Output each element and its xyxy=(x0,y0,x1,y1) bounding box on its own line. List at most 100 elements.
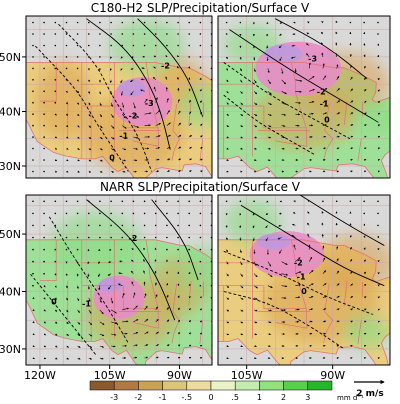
slp-contour xyxy=(229,29,379,123)
wind-vector xyxy=(188,44,190,47)
wind-vector xyxy=(377,308,381,311)
wind-vector xyxy=(88,148,92,151)
wind-vector xyxy=(132,200,135,203)
wind-vector xyxy=(66,357,70,360)
wind-vector xyxy=(377,212,379,215)
wind-vector xyxy=(32,44,34,47)
wind-vector xyxy=(188,236,190,239)
wind-vector xyxy=(155,123,161,126)
wind-vector xyxy=(99,159,103,162)
wind-vector xyxy=(336,124,340,127)
title-top: C180-H2 SLP/Precipitation/Surface V xyxy=(90,1,310,15)
wind-vector xyxy=(132,33,135,35)
wind-vector xyxy=(77,297,80,302)
wind-vector xyxy=(32,272,34,275)
wind-vector xyxy=(97,261,101,264)
lon-tick-label: 120W xyxy=(24,369,56,382)
state-border xyxy=(343,281,348,306)
wind-vector xyxy=(281,68,284,74)
wind-vector xyxy=(177,212,179,215)
wind-vector xyxy=(177,271,180,274)
wind-vector xyxy=(177,134,182,138)
state-border xyxy=(199,138,204,162)
wind-vector xyxy=(377,284,380,287)
wind-vector xyxy=(309,320,313,323)
wind-vector xyxy=(177,319,181,323)
wind-vector xyxy=(99,357,104,360)
wind-vector xyxy=(225,33,228,35)
wind-vector xyxy=(267,91,272,95)
wind-vector xyxy=(200,147,203,150)
wind-vector xyxy=(88,200,90,203)
wind-vector xyxy=(377,259,380,263)
wind-vector xyxy=(295,257,301,262)
panel-frame xyxy=(25,15,213,179)
wind-vector xyxy=(110,44,112,47)
wind-vector xyxy=(188,248,190,251)
wind-vector xyxy=(349,246,352,250)
wind-vector xyxy=(99,125,103,129)
wind-vector xyxy=(43,21,45,24)
wind-vector xyxy=(155,146,161,150)
wind-vector xyxy=(267,273,273,278)
wind-vector xyxy=(111,345,116,348)
colorbar-tick-label: 0 xyxy=(208,393,213,402)
wind-vector xyxy=(321,52,324,57)
wind-vector xyxy=(43,124,45,127)
wind-vector xyxy=(54,101,57,104)
wind-vector xyxy=(177,236,179,239)
wind-vector xyxy=(377,158,381,162)
contour-label: -2 xyxy=(161,62,170,71)
wind-vector xyxy=(307,200,310,203)
wind-vector xyxy=(144,318,149,323)
wind-vector xyxy=(43,260,45,263)
lat-tick-label: 50N xyxy=(0,228,21,241)
wind-vector xyxy=(200,111,203,115)
wind-vector xyxy=(76,224,79,227)
wind-vector xyxy=(143,224,146,227)
colorbar-tick-label: -3 xyxy=(110,393,118,402)
wind-vector xyxy=(295,283,301,287)
wind-vector xyxy=(363,235,366,238)
wind-vector xyxy=(177,122,181,126)
wind-vector xyxy=(99,148,103,151)
wind-vector xyxy=(54,67,57,70)
wind-vector xyxy=(122,159,126,162)
wind-vector xyxy=(240,91,243,94)
wind-vector xyxy=(278,45,282,49)
wind-vector xyxy=(199,88,202,92)
wind-vector xyxy=(154,200,157,203)
wind-vector xyxy=(155,97,158,103)
wind-vector xyxy=(225,200,228,203)
wind-vector xyxy=(76,21,79,24)
slp-contour xyxy=(223,94,316,156)
wind-vector xyxy=(322,257,326,262)
wind-vector xyxy=(281,273,289,276)
wind-vector xyxy=(133,147,138,150)
wind-vector xyxy=(322,63,325,69)
wind-vector xyxy=(54,212,57,215)
wind-vector xyxy=(32,136,34,138)
wind-vector xyxy=(43,136,45,138)
wind-vector xyxy=(225,68,229,71)
wind-vector xyxy=(188,332,192,335)
wind-vector xyxy=(322,283,327,286)
wind-vector xyxy=(140,78,145,81)
wind-vector xyxy=(307,222,310,226)
wet-anomaly-area xyxy=(109,18,185,74)
wind-vector xyxy=(133,292,136,298)
wind-vector xyxy=(267,113,272,116)
wind-vector xyxy=(32,90,34,93)
wind-vector xyxy=(54,44,57,47)
wet-anomaly-area xyxy=(179,84,212,128)
wind-vector xyxy=(144,331,149,335)
wind-vector xyxy=(65,124,69,128)
wind-vector xyxy=(253,200,255,203)
wind-vector xyxy=(43,272,45,275)
wind-vector xyxy=(133,125,140,128)
wind-vector xyxy=(76,285,79,289)
wind-vector xyxy=(363,271,367,274)
wind-vector xyxy=(155,319,159,323)
wind-vector xyxy=(350,271,353,274)
wind-vector xyxy=(121,224,124,227)
